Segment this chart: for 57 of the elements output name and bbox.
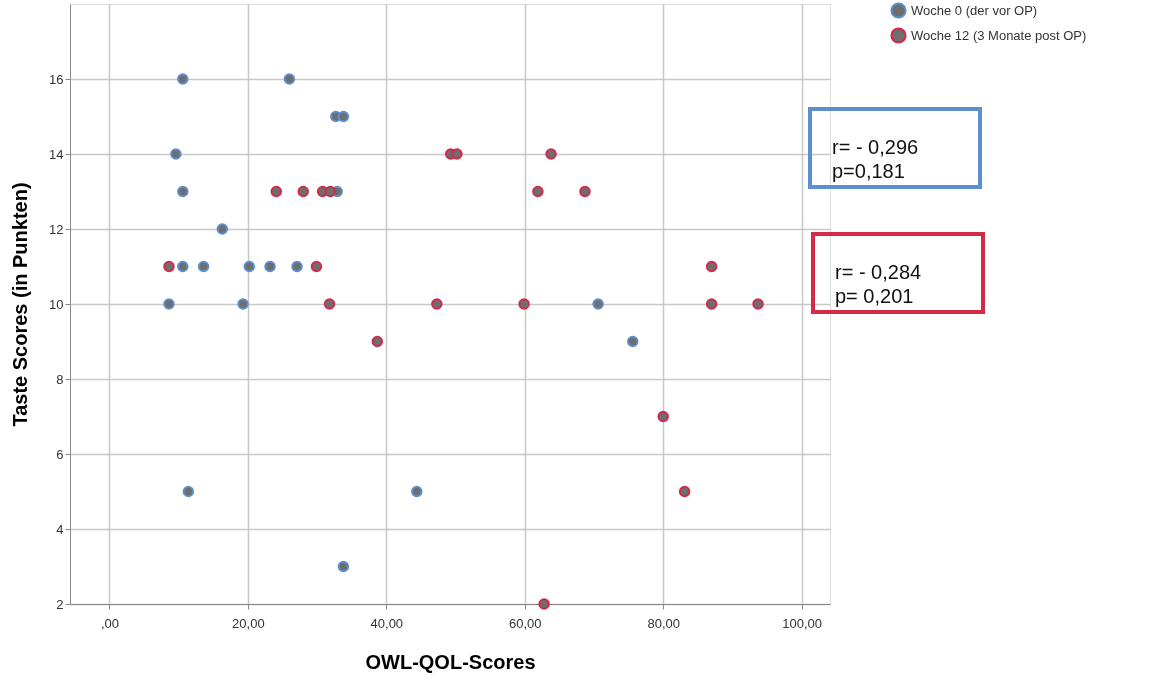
point <box>579 185 591 198</box>
point <box>170 148 182 160</box>
point <box>297 185 309 198</box>
point <box>291 260 303 273</box>
x-tick-label: 40,00 <box>370 615 404 631</box>
point <box>177 185 189 198</box>
point <box>237 298 249 310</box>
point <box>264 260 276 273</box>
point <box>243 260 256 273</box>
point <box>182 485 195 498</box>
legend-label: Woche 0 (der vor OP) <box>911 2 1038 18</box>
point <box>545 148 557 160</box>
y-tick-label: 16 <box>49 71 64 87</box>
point <box>532 185 544 198</box>
point <box>371 335 384 348</box>
text: r= - 0,284 p= 0,201 <box>835 261 922 307</box>
x-tick-label: 100,00 <box>782 615 822 631</box>
point <box>657 410 669 423</box>
y-tick-label: 14 <box>49 146 64 162</box>
point <box>163 298 175 310</box>
point <box>451 148 463 160</box>
point <box>283 73 296 85</box>
x-tick-label: 20,00 <box>232 615 265 631</box>
y-tick-label: 2 <box>56 596 64 612</box>
point <box>705 260 718 273</box>
y-tick-label: 6 <box>56 446 64 462</box>
point <box>163 260 175 273</box>
x-axis-title: OWL-QOL-Scores <box>365 650 536 673</box>
y-tick-label: 12 <box>49 221 64 237</box>
point <box>592 298 604 310</box>
x-tick-label: 80,00 <box>647 615 680 631</box>
point <box>626 335 639 348</box>
x-tick-label: ,00 <box>100 615 119 631</box>
point <box>752 298 764 310</box>
point <box>411 485 423 498</box>
y-axis-title: Taste Scores (in Punkten) <box>9 182 32 427</box>
point <box>337 110 350 123</box>
point <box>324 185 336 198</box>
point <box>216 223 229 235</box>
point <box>678 485 691 498</box>
point <box>431 298 443 310</box>
text: r= - 0,296 p=0,181 <box>832 136 919 182</box>
x-tick-label: 60,00 <box>508 615 542 631</box>
point <box>197 260 210 273</box>
point <box>518 298 530 310</box>
y-tick-label: 4 <box>56 521 64 537</box>
point <box>177 73 189 85</box>
point <box>337 560 350 573</box>
point <box>538 598 550 610</box>
y-tick-label: 10 <box>49 296 64 312</box>
point <box>310 260 323 273</box>
y-tick-label: 8 <box>56 371 64 387</box>
point <box>270 185 283 198</box>
point <box>323 298 336 310</box>
point <box>705 298 718 310</box>
legend-label: Woche 12 (3 Monate post OP) <box>911 27 1087 43</box>
point <box>177 260 189 273</box>
